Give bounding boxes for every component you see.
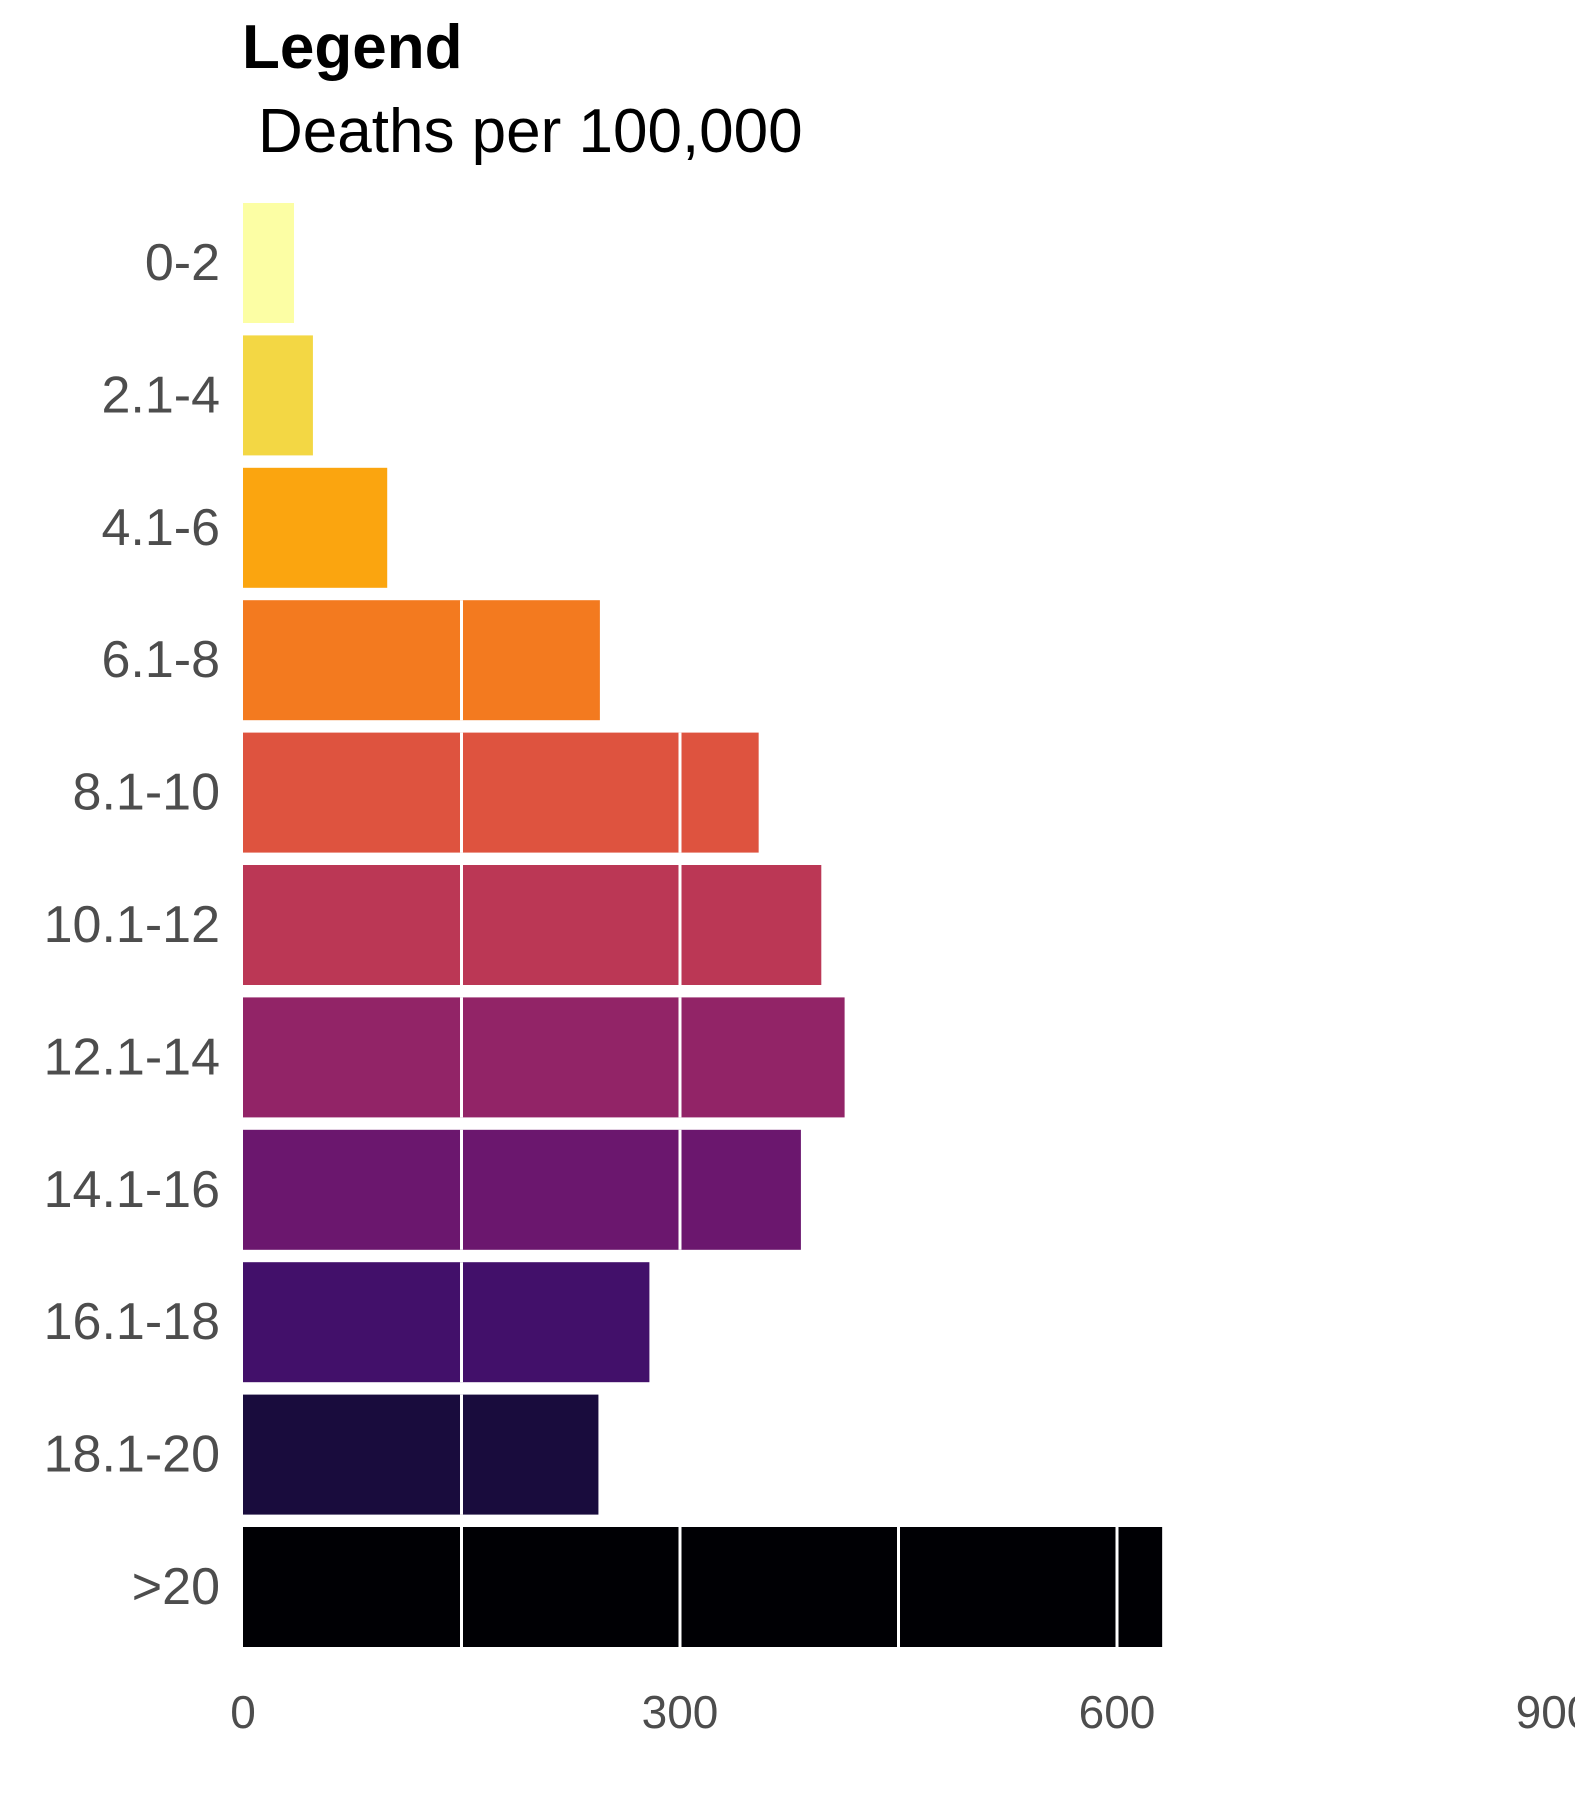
bar-1	[243, 335, 313, 456]
bar-4	[243, 732, 759, 853]
y-tick-label: 12.1-14	[44, 1028, 220, 1086]
y-axis-labels: 0-2 2.1-4 4.1-6 6.1-8 8.1-10 10.1-12 12.1-14 14…	[44, 234, 220, 1616]
y-tick-label: 8.1-10	[73, 764, 220, 822]
y-tick-label: 14.1-16	[44, 1161, 220, 1219]
bar-6	[243, 997, 845, 1118]
y-tick-label: 0-2	[145, 234, 220, 292]
x-tick-label: 0	[230, 1686, 256, 1738]
y-tick-label: 16.1-18	[44, 1293, 220, 1351]
y-tick-label: 2.1-4	[101, 366, 220, 424]
bar-3	[243, 600, 600, 721]
chart-subtitle: Deaths per 100,000	[258, 97, 803, 166]
chart-title: Legend	[242, 13, 463, 82]
x-tick-label: 900	[1516, 1686, 1575, 1738]
bar-2	[243, 467, 388, 588]
bar-7	[243, 1129, 801, 1250]
bar-5	[243, 865, 822, 985]
bar-9	[243, 1394, 599, 1515]
y-tick-label: >20	[132, 1558, 220, 1616]
bar-0	[243, 203, 294, 323]
y-tick-label: 10.1-12	[44, 896, 220, 954]
x-tick-label: 600	[1079, 1686, 1156, 1738]
bars-group	[243, 203, 1163, 1647]
x-axis-labels: 0 300 600 900	[230, 1686, 1575, 1738]
bar-8	[243, 1262, 650, 1383]
x-tick-label: 300	[642, 1686, 719, 1738]
y-tick-label: 4.1-6	[101, 499, 220, 557]
y-tick-label: 18.1-20	[44, 1426, 220, 1484]
y-tick-label: 6.1-8	[101, 631, 220, 689]
bar-10	[243, 1527, 1163, 1647]
